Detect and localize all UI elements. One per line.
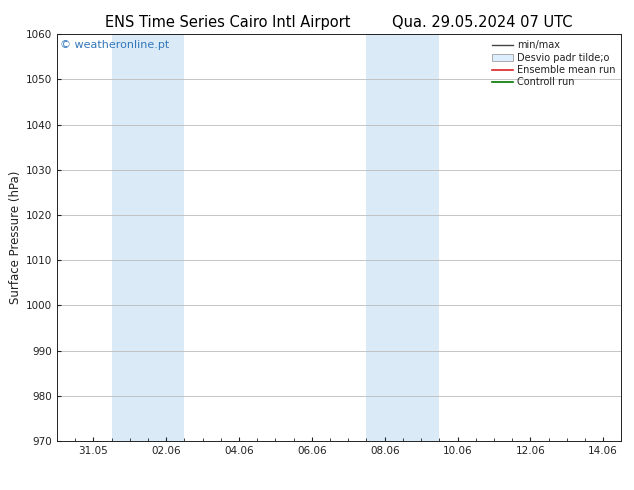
Bar (366, 34, 439, 441)
Text: ENS Time Series Cairo Intl Airport: ENS Time Series Cairo Intl Airport (105, 15, 351, 30)
Legend: min/max, Desvio padr tilde;o, Ensemble mean run, Controll run: min/max, Desvio padr tilde;o, Ensemble m… (488, 36, 619, 91)
Text: © weatheronline.pt: © weatheronline.pt (60, 40, 169, 50)
Bar (112, 34, 184, 441)
Y-axis label: Surface Pressure (hPa): Surface Pressure (hPa) (9, 171, 22, 304)
Text: Qua. 29.05.2024 07 UTC: Qua. 29.05.2024 07 UTC (392, 15, 572, 30)
